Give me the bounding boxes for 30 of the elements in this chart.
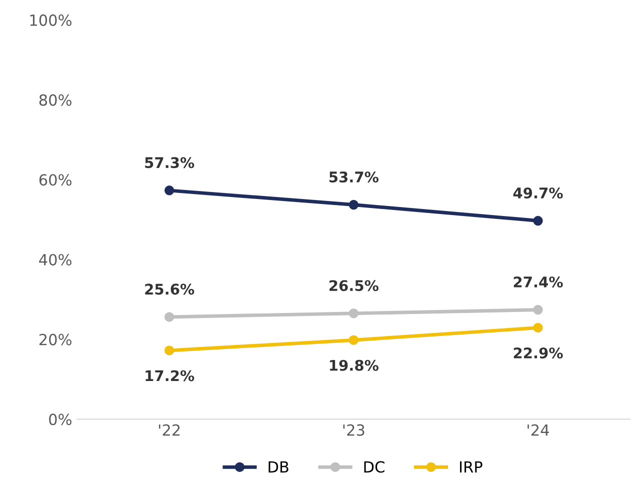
point	[348, 335, 359, 345]
x-tick-label: '23	[343, 424, 364, 436]
point	[164, 346, 174, 356]
point	[533, 322, 543, 333]
point	[164, 312, 174, 322]
point	[164, 186, 174, 196]
x-tick-label: '24	[528, 424, 549, 436]
data-label: 19.8%	[330, 360, 378, 371]
point	[533, 304, 543, 315]
legend-label: IRP	[460, 461, 482, 472]
data-label: 53.7%	[329, 171, 378, 183]
point	[533, 216, 543, 226]
y-tick-label: 80%	[39, 94, 72, 106]
data-label: 26.5%	[330, 280, 378, 292]
data-label: 25.6%	[145, 284, 194, 295]
y-tick-label: 100%	[30, 14, 72, 26]
data-label: 17.2%	[146, 370, 194, 382]
legend-label: DC	[364, 461, 384, 473]
x-tick-label: '22	[158, 424, 180, 436]
data-label: 27.4%	[514, 276, 563, 288]
point	[348, 200, 359, 210]
data-label: 22.9%	[514, 347, 563, 358]
point	[348, 308, 359, 318]
y-tick-label: 40%	[39, 254, 72, 266]
y-tick-label: 60%	[39, 174, 72, 186]
y-tick-label: 20%	[39, 334, 72, 346]
legend-label: DB	[268, 461, 288, 472]
data-label: 57.3%	[145, 157, 194, 168]
data-label: 49.7%	[513, 187, 563, 198]
y-tick-label: 0%	[49, 414, 72, 426]
